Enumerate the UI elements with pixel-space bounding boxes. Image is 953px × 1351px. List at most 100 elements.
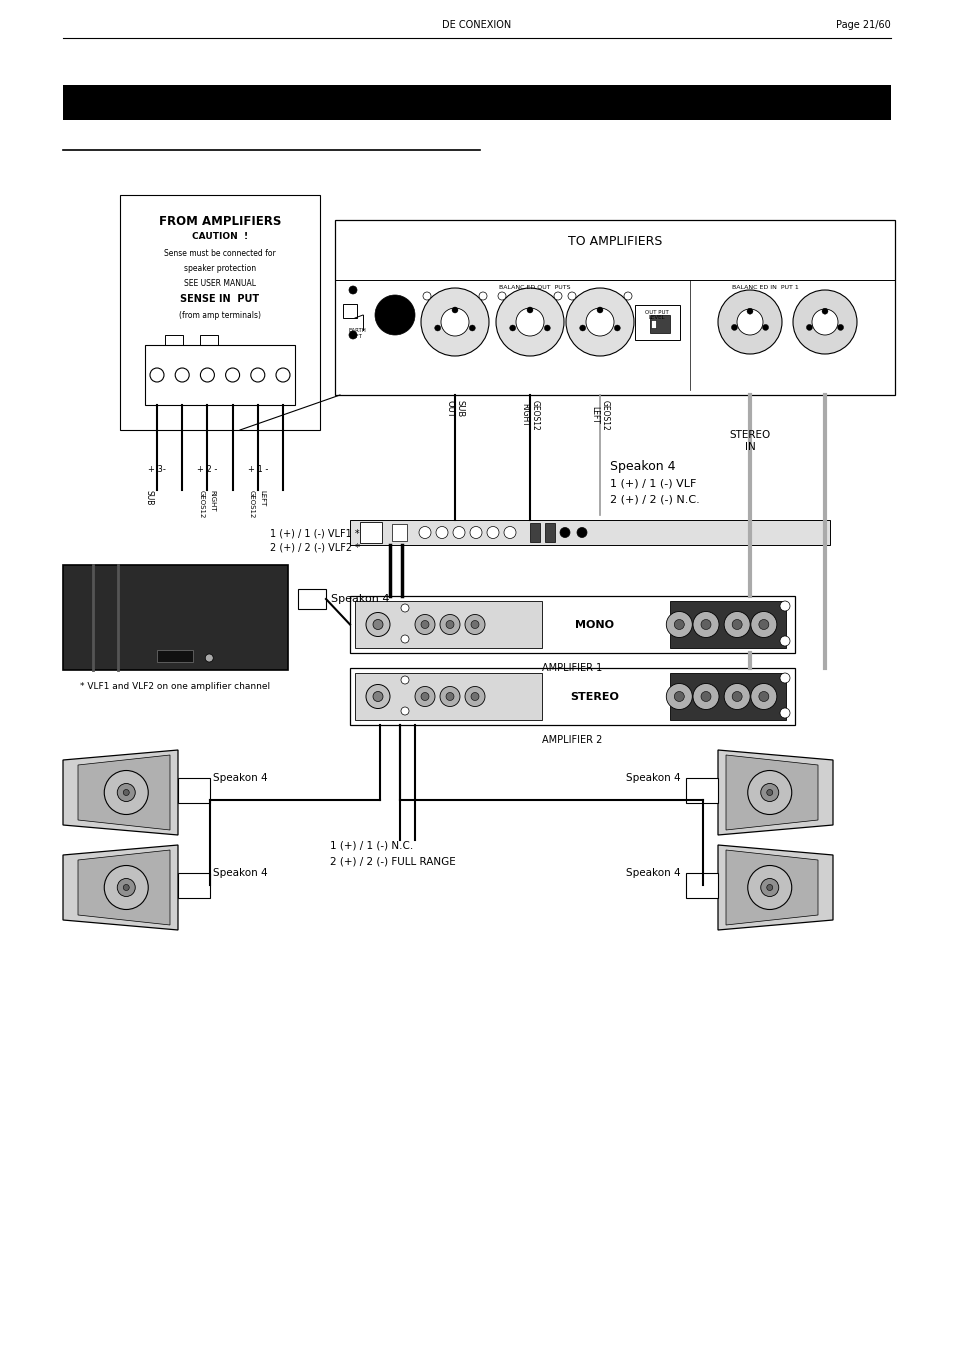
Circle shape [718, 290, 781, 354]
Circle shape [737, 309, 762, 335]
Circle shape [780, 673, 789, 684]
Bar [157, 650, 193, 662]
Circle shape [509, 326, 516, 331]
Circle shape [692, 684, 719, 709]
Circle shape [731, 620, 741, 630]
Circle shape [503, 527, 516, 539]
Circle shape [674, 692, 683, 701]
Text: GEOS12
RIGHT: GEOS12 RIGHT [519, 400, 539, 431]
Circle shape [117, 878, 135, 897]
Circle shape [251, 367, 265, 382]
Text: EARTH
LIFT: EARTH LIFT [348, 328, 366, 339]
Circle shape [766, 789, 772, 796]
Circle shape [418, 527, 431, 539]
Text: TO AMPLIFIERS: TO AMPLIFIERS [567, 235, 661, 249]
Circle shape [665, 612, 692, 638]
Circle shape [117, 784, 135, 801]
Circle shape [805, 324, 812, 331]
Text: DE CONEXION: DE CONEXION [442, 20, 511, 30]
Text: BALANC ED IN  PUT 1: BALANC ED IN PUT 1 [731, 285, 798, 290]
Bar [649, 315, 669, 332]
Text: * VLF1 and VLF2 on one amplifier channel: * VLF1 and VLF2 on one amplifier channel [80, 682, 271, 690]
Bar [670, 673, 785, 720]
Text: Speakon 4: Speakon 4 [331, 594, 389, 604]
Polygon shape [725, 755, 817, 830]
Circle shape [731, 324, 737, 331]
Bar [178, 873, 210, 898]
Bar [178, 778, 210, 802]
Bar [350, 667, 794, 725]
Circle shape [496, 288, 563, 357]
Circle shape [435, 326, 440, 331]
Circle shape [420, 693, 429, 701]
Text: Speakon 4: Speakon 4 [626, 773, 680, 784]
Circle shape [780, 708, 789, 717]
Bar [297, 589, 326, 609]
Circle shape [623, 292, 631, 300]
Circle shape [497, 292, 505, 300]
Text: 1 (+) / 1 (-) N.C.: 1 (+) / 1 (-) N.C. [330, 840, 413, 850]
Polygon shape [725, 850, 817, 925]
Text: CAUTION  !: CAUTION ! [192, 232, 248, 240]
Circle shape [700, 620, 710, 630]
Circle shape [760, 878, 778, 897]
Text: BALANC ED OUT  PUTS: BALANC ED OUT PUTS [498, 285, 570, 290]
Circle shape [700, 692, 710, 701]
Bar [685, 873, 718, 898]
Circle shape [486, 527, 498, 539]
Text: + 2 -: + 2 - [197, 465, 217, 474]
Circle shape [400, 604, 409, 612]
Circle shape [420, 288, 489, 357]
Polygon shape [718, 844, 832, 929]
Circle shape [373, 692, 382, 701]
Bar [63, 85, 890, 120]
Circle shape [439, 686, 459, 707]
Circle shape [597, 307, 602, 313]
Circle shape [731, 692, 741, 701]
Circle shape [205, 654, 213, 662]
Circle shape [453, 527, 464, 539]
Circle shape [567, 292, 576, 300]
Circle shape [565, 288, 634, 357]
Circle shape [723, 684, 749, 709]
Circle shape [471, 620, 478, 628]
Bar [343, 304, 356, 317]
Circle shape [471, 693, 478, 701]
Text: Page 21/60: Page 21/60 [836, 20, 890, 30]
Bar [635, 305, 679, 340]
Bar [685, 778, 718, 802]
Circle shape [400, 676, 409, 684]
Text: Speakon 4: Speakon 4 [213, 773, 268, 784]
Circle shape [373, 620, 382, 630]
Circle shape [750, 612, 776, 638]
Text: Sense must be connected for: Sense must be connected for [164, 249, 275, 258]
Circle shape [821, 308, 827, 315]
Bar [530, 523, 539, 542]
Text: LEFT: LEFT [259, 490, 266, 507]
Bar [350, 596, 794, 653]
Bar [355, 601, 541, 648]
Circle shape [415, 615, 435, 635]
Circle shape [585, 308, 614, 336]
Circle shape [366, 612, 390, 636]
Text: AMPLIFIER 1: AMPLIFIER 1 [542, 663, 602, 673]
Bar [650, 320, 656, 328]
Text: SENSE IN  PUT: SENSE IN PUT [180, 295, 259, 304]
Circle shape [837, 324, 842, 331]
Circle shape [758, 620, 768, 630]
Circle shape [747, 866, 791, 909]
Circle shape [400, 707, 409, 715]
Circle shape [579, 326, 585, 331]
Circle shape [200, 367, 214, 382]
Polygon shape [63, 844, 178, 929]
Polygon shape [78, 850, 170, 925]
Circle shape [104, 866, 148, 909]
Polygon shape [63, 750, 178, 835]
Text: Speakon 4: Speakon 4 [626, 867, 680, 878]
Circle shape [349, 331, 356, 339]
Polygon shape [78, 755, 170, 830]
Circle shape [440, 308, 469, 336]
Bar [350, 520, 829, 544]
Text: 2 (+) / 2 (-) FULL RANGE: 2 (+) / 2 (-) FULL RANGE [330, 857, 456, 867]
Circle shape [452, 307, 457, 313]
